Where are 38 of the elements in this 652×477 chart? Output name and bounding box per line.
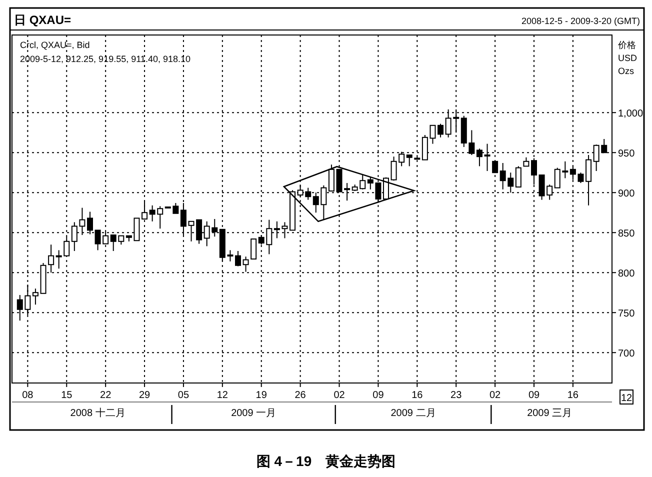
x-tick-label: 23	[450, 390, 462, 401]
caption: 图 4－19 黄金走势图	[256, 453, 396, 469]
chart-title: 日 QXAU=	[14, 13, 72, 27]
candlestick	[250, 238, 257, 260]
text: 2009 二月	[390, 408, 436, 419]
x-tick-label: 12	[216, 390, 228, 401]
candlestick	[242, 256, 249, 272]
y-tick-label: 900	[618, 188, 636, 200]
x-tick-label: 19	[256, 390, 268, 401]
x-tick-label: 09	[528, 390, 540, 401]
x-tick-label: 16	[412, 390, 424, 401]
x-tick-label: 09	[372, 390, 384, 401]
x-tick-label: 05	[178, 390, 190, 401]
y-tick-label: 750	[618, 308, 636, 320]
x-tick-label: 16	[567, 390, 579, 401]
text: 2009 三月	[527, 408, 572, 419]
x-tick-label: 22	[100, 390, 112, 401]
y-tick-label: 1,000	[618, 108, 644, 120]
annotation: 2009-5-12, 912.25, 919.55, 911.40, 918.10	[20, 54, 190, 64]
candlestick	[32, 288, 38, 306]
y-tick-label: 800	[618, 268, 636, 280]
candlestick	[515, 166, 522, 188]
x-tick-label: 29	[138, 390, 151, 401]
chart-subtitle: 2008-12-5 - 2009-3-20 (GMT)	[521, 16, 640, 26]
x-tick-label: 15	[61, 390, 73, 401]
y-axis-title: 价格 USD Ozs	[617, 40, 638, 76]
y-tick-label: 850	[618, 228, 636, 240]
y-tick-label: 950	[618, 148, 636, 160]
x-tick-label: 08	[22, 390, 34, 401]
text: 2008 十二月	[70, 407, 126, 419]
x-tick-label: 02	[489, 390, 502, 401]
text: 2009 一月	[231, 408, 276, 419]
x-tick-label: 26	[294, 390, 306, 401]
candlestick	[438, 123, 444, 138]
candlestick	[235, 250, 241, 267]
y-tick-label: 700	[618, 348, 636, 360]
x-tick-label: 02	[334, 390, 346, 401]
annotation: Crcl, QXAU=, Bid	[20, 40, 90, 50]
